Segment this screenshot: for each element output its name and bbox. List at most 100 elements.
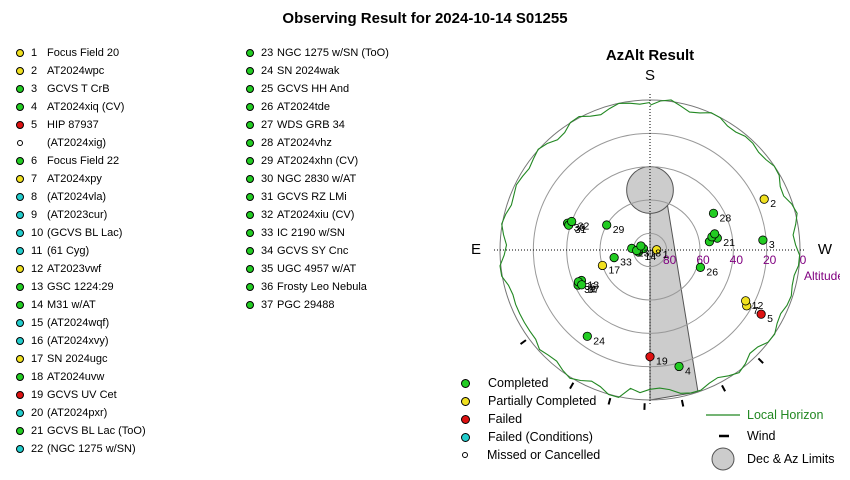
local-horizon (499, 99, 801, 399)
target-name: AT2024xhn (CV) (277, 155, 359, 167)
target-point-label: 36 (584, 281, 596, 293)
target-point-label: 33 (620, 257, 632, 269)
target-point-label: 23 (638, 247, 650, 259)
legend-completed: Completed (459, 374, 600, 392)
target-list-right: 23 NGC 1275 w/SN (ToO) 24 SN 2024wak 25 GCVS … (246, 44, 389, 314)
target-point (582, 331, 592, 341)
status-dot-icon (246, 211, 254, 219)
target-point (759, 194, 769, 204)
status-dot-icon (16, 319, 24, 327)
target-point (567, 216, 577, 227)
target-point-label: 13 (587, 280, 599, 292)
status-dot-icon (246, 121, 254, 129)
target-point (602, 220, 612, 230)
target-row: 34 GCVS SY Cnc (246, 242, 389, 260)
status-dot-icon (17, 140, 23, 146)
limits-swatch-icon (711, 447, 735, 471)
status-dot-icon (246, 85, 254, 93)
target-row: 15 (AT2024wqf) (16, 314, 146, 332)
target-number: 23 (261, 47, 274, 59)
target-name: AT2024xiq (CV) (47, 101, 125, 113)
target-name: AT2024xiu (CV) (277, 209, 355, 221)
target-row: 35 UGC 4957 w/AT (246, 260, 389, 278)
target-number: 17 (31, 353, 44, 365)
target-row: 14 M31 w/AT (16, 296, 146, 314)
target-row: 32 AT2024xiu (CV) (246, 206, 389, 224)
target-number: 19 (31, 389, 44, 401)
altitude-axis-label: Altitude (804, 269, 840, 283)
target-point-label: 34 (584, 284, 596, 296)
target-point-label: 17 (608, 264, 620, 276)
target-number: 18 (31, 371, 44, 383)
target-point-label: 32 (578, 220, 590, 232)
target-row: 11 (61 Cyg) (16, 242, 146, 260)
legend-missed: Missed or Cancelled (459, 446, 600, 464)
status-dot-icon (246, 139, 254, 147)
target-number: 16 (31, 335, 44, 347)
status-dot-icon (246, 175, 254, 183)
target-row: 28 AT2024vhz (246, 134, 389, 152)
target-row: 30 NGC 2830 w/AT (246, 170, 389, 188)
legend-label: Completed (488, 376, 549, 390)
target-point (645, 352, 655, 362)
target-row: 19 GCVS UV Cet (16, 386, 146, 404)
target-row: 21 GCVS BL Lac (ToO) (16, 422, 146, 440)
direction-south: S (645, 67, 655, 84)
legend-horizon-label: Local Horizon (747, 408, 824, 422)
legend-failed: Failed (459, 410, 600, 428)
status-dot-icon (16, 301, 24, 309)
target-point (636, 241, 646, 251)
target-row: 3 GCVS T CrB (16, 80, 146, 98)
target-point-label: 7 (753, 305, 759, 317)
target-row: 26 AT2024tde (246, 98, 389, 116)
target-name: AT2024wpc (47, 65, 105, 77)
target-point-label: 1 (663, 249, 669, 261)
target-number: 11 (31, 245, 43, 257)
target-point-label: 26 (706, 266, 718, 278)
target-point (577, 280, 587, 290)
target-number: 21 (31, 425, 44, 437)
target-number: 24 (261, 65, 274, 77)
target-row: 6 Focus Field 22 (16, 152, 146, 170)
target-row: 4 AT2024xiq (CV) (16, 98, 146, 116)
legend-limits: Dec & Az Limits (706, 446, 835, 472)
altitude-tick-label: 20 (763, 253, 777, 267)
status-dot-icon (246, 265, 254, 273)
status-dot-icon (16, 427, 24, 435)
status-dot-icon (246, 247, 254, 255)
target-row: 13 GSC 1224:29 (16, 278, 146, 296)
target-number: 26 (261, 101, 274, 113)
status-dot-icon (246, 157, 254, 165)
target-row: 20 (AT2024pxr) (16, 404, 146, 422)
target-point (708, 208, 719, 218)
status-dot-icon (16, 121, 24, 129)
target-row: 1 Focus Field 20 (16, 44, 146, 62)
target-row: 10 (GCVS BL Lac) (16, 224, 146, 242)
target-points: 1234571213141718192123242628293031323334… (562, 194, 776, 377)
legend-dot-icon (461, 378, 470, 388)
target-point (710, 229, 720, 239)
target-name: (AT2024xvy) (47, 335, 109, 347)
status-dot-icon (16, 265, 24, 273)
target-row: 5 HIP 87937 (16, 116, 146, 134)
target-point-label: 31 (575, 224, 587, 236)
target-point-label: 12 (752, 300, 764, 312)
target-number: 2 (31, 65, 38, 77)
direction-east: E (471, 241, 481, 258)
status-dot-icon (16, 67, 24, 75)
target-name: NGC 2830 w/AT (277, 173, 357, 185)
target-number: 12 (31, 263, 44, 275)
target-row: 36 Frosty Leo Nebula (246, 278, 389, 296)
target-point-label: 37 (588, 284, 600, 296)
legend-limits-label: Dec & Az Limits (747, 452, 835, 466)
target-name: NGC 1275 w/SN (ToO) (277, 47, 389, 59)
status-dot-icon (16, 391, 24, 399)
legend-label: Missed or Cancelled (487, 448, 601, 462)
legend-wind: Wind (706, 426, 835, 446)
target-name: GCVS SY Cnc (277, 245, 349, 257)
target-row: 16 (AT2024xvy) (16, 332, 146, 350)
target-row: 22 (NGC 1275 w/SN) (16, 440, 146, 458)
wind-mark (757, 357, 764, 364)
